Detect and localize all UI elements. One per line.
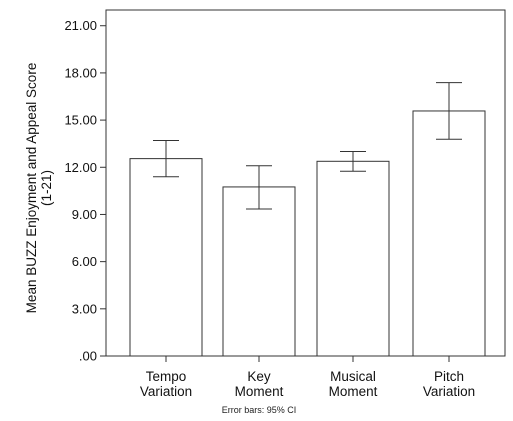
- category-label-line: Tempo: [146, 369, 187, 384]
- category-label: Key Moment: [235, 369, 284, 399]
- y-axis-title: Mean BUZZ Enjoyment and Appeal Score(1-2…: [24, 63, 54, 314]
- y-axis-ticks: .00 3.00 6.00 9.00 12.00 15.00 18.00 21.00: [64, 18, 106, 364]
- y-tick-label: 15.00: [64, 113, 97, 128]
- error-bars: [153, 82, 462, 210]
- y-axis-title-text: Mean BUZZ Enjoyment and Appeal Score(1-2…: [24, 63, 54, 314]
- error-bar-note: Error bars: 95% CI: [222, 405, 297, 415]
- category-label: Pitch Variation: [423, 369, 475, 399]
- y-tick-label: 9.00: [72, 207, 97, 222]
- category-label-line: Moment: [235, 384, 284, 399]
- category-label-line: Musical: [330, 369, 376, 384]
- error-bar: [340, 151, 366, 172]
- plot-frame: [105, 9, 506, 357]
- bar: [316, 160, 390, 357]
- y-axis-title-line: Mean BUZZ Enjoyment and Appeal Score: [24, 63, 39, 314]
- category-label-line: Variation: [423, 384, 475, 399]
- error-bar: [153, 140, 179, 178]
- error-bar: [246, 165, 272, 210]
- bar: [412, 110, 486, 357]
- bars: [129, 110, 486, 357]
- y-axis-title-line: (1-21): [39, 170, 54, 206]
- category-label-line: Variation: [140, 384, 192, 399]
- category-label-line: Key: [247, 369, 271, 384]
- y-tick-label: 3.00: [72, 301, 97, 316]
- bar: [222, 186, 296, 357]
- y-tick-label: 12.00: [64, 160, 97, 175]
- category-label: Musical Moment: [329, 369, 378, 399]
- y-tick-label: 21.00: [64, 18, 97, 33]
- y-tick-label: .00: [79, 349, 97, 364]
- category-label-line: Pitch: [434, 369, 464, 384]
- y-tick-label: 18.00: [64, 65, 97, 80]
- category-label: Tempo Variation: [140, 369, 192, 399]
- x-axis-ticks: [165, 356, 450, 362]
- category-label-line: Moment: [329, 384, 378, 399]
- error-bar: [436, 82, 462, 140]
- bar: [129, 158, 203, 357]
- y-tick-label: 6.00: [72, 254, 97, 269]
